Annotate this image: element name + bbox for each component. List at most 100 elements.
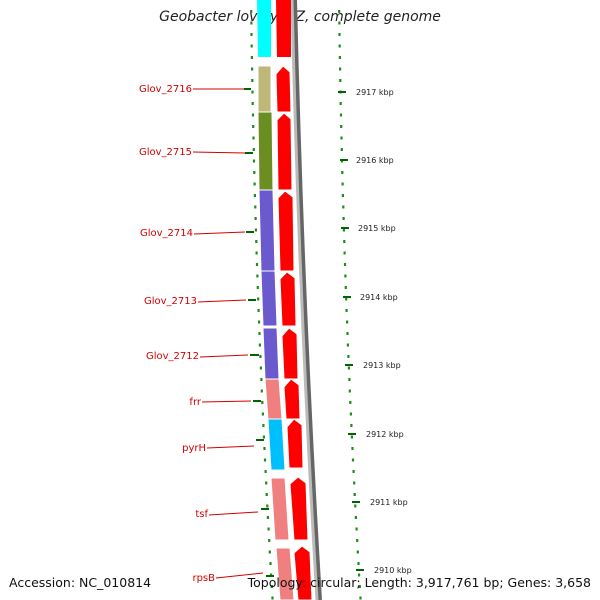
tick-dot xyxy=(258,320,261,324)
tick-dot xyxy=(260,378,263,381)
tick-dot xyxy=(256,286,259,289)
tick-dot xyxy=(352,470,355,473)
tick-dot xyxy=(269,562,272,565)
gene-label: Glov_2714 xyxy=(140,228,193,239)
tick-dot xyxy=(356,550,359,554)
strand-arrow xyxy=(276,112,293,191)
tick-dot xyxy=(251,79,254,82)
tick-dot xyxy=(250,33,253,36)
tick-dot xyxy=(343,263,347,266)
tick-dot xyxy=(250,21,253,25)
tick-dot xyxy=(344,274,347,278)
tick-dot xyxy=(256,274,259,278)
tick-dot xyxy=(268,550,271,554)
tick-dot xyxy=(341,194,344,197)
tick-dot xyxy=(257,309,260,312)
tick-dot xyxy=(357,562,360,565)
strand-arrow xyxy=(286,418,304,469)
tick-dot xyxy=(260,389,263,393)
tick-dot xyxy=(338,33,341,36)
tick-dot xyxy=(253,171,256,174)
tick-dot xyxy=(349,412,352,416)
gene-block xyxy=(270,477,290,541)
tick-dot xyxy=(261,401,264,404)
tick-dot xyxy=(351,447,354,450)
tick-dot xyxy=(338,21,341,25)
kbp-tick-label: 2912 kbp xyxy=(366,430,404,439)
tick-dot xyxy=(252,125,255,128)
tick-dot xyxy=(343,240,346,243)
kbp-tick-label: 2915 kbp xyxy=(358,224,396,233)
tick-dot xyxy=(339,102,342,105)
tick-dot xyxy=(266,516,269,519)
tick-dot xyxy=(351,458,355,462)
gene-label: rpsB xyxy=(192,573,215,584)
tick-dot xyxy=(252,159,256,163)
tick-dot xyxy=(346,320,349,324)
gene-label: frr xyxy=(189,397,201,408)
page-title: Geobacter lovleyi SZ, complete genome xyxy=(159,9,441,25)
tick-dot xyxy=(353,493,356,496)
gene-block xyxy=(257,111,274,191)
tick-dot xyxy=(339,79,342,82)
tick-dot xyxy=(346,332,349,335)
outer-tick-dots xyxy=(338,10,362,600)
tick-dot xyxy=(343,251,346,255)
tick-dot xyxy=(358,573,361,577)
tick-dot xyxy=(348,378,351,381)
tick-dot xyxy=(340,136,343,140)
tick-dot xyxy=(251,90,254,94)
tick-dot xyxy=(252,148,255,151)
tick-dot xyxy=(350,424,353,427)
tick-dot xyxy=(251,102,254,105)
tick-dot xyxy=(251,113,255,117)
kbp-tick-label: 2913 kbp xyxy=(363,361,401,370)
genome-summary-text: Topology: circular; Length: 3,917,761 bp… xyxy=(247,575,591,590)
kbp-tick-label: 2911 kbp xyxy=(370,498,408,507)
tick-dot xyxy=(264,470,267,473)
tick-dot xyxy=(342,228,345,232)
tick-dot xyxy=(338,56,341,59)
tick-dot xyxy=(271,596,274,600)
gene-block xyxy=(257,65,272,113)
tick-dot xyxy=(259,355,262,358)
gene-block-top-partial xyxy=(257,0,271,57)
tick-dot xyxy=(354,516,357,519)
tick-dot xyxy=(338,10,341,13)
tick-dot xyxy=(267,527,270,531)
tick-dot xyxy=(347,355,350,358)
tick-dot xyxy=(252,136,255,140)
tick-dot xyxy=(251,67,254,71)
tick-dot xyxy=(255,240,258,243)
tick-dot xyxy=(255,251,258,255)
strand-arrow-top xyxy=(276,0,291,57)
tick-dot xyxy=(253,182,256,186)
kbp-tick-label: 2916 kbp xyxy=(356,156,394,165)
strand-arrow xyxy=(275,65,292,113)
gene-label: pyrH xyxy=(182,443,206,454)
gene-block xyxy=(264,378,283,420)
tick-dot xyxy=(341,171,344,174)
gene-label: Glov_2712 xyxy=(146,351,199,362)
tick-dot xyxy=(345,297,348,301)
gene-label: Glov_2715 xyxy=(139,147,192,158)
strand-arrow xyxy=(293,545,313,600)
gene-block xyxy=(258,189,276,272)
tick-dot xyxy=(261,412,264,416)
tick-dot xyxy=(262,424,265,427)
tick-dot xyxy=(358,585,361,588)
tick-dot xyxy=(340,125,343,128)
tick-dot xyxy=(254,217,257,220)
tick-dot xyxy=(265,493,268,496)
tick-dot xyxy=(250,10,253,13)
gene-block xyxy=(267,418,286,471)
tick-dot xyxy=(265,481,268,485)
tick-dot xyxy=(268,539,271,542)
tick-dot xyxy=(347,366,350,370)
strand-arrow xyxy=(289,476,309,541)
tick-dot xyxy=(254,228,257,232)
tick-dot xyxy=(250,44,253,48)
gene-label: Glov_2716 xyxy=(139,84,192,95)
tick-dot xyxy=(258,332,261,335)
